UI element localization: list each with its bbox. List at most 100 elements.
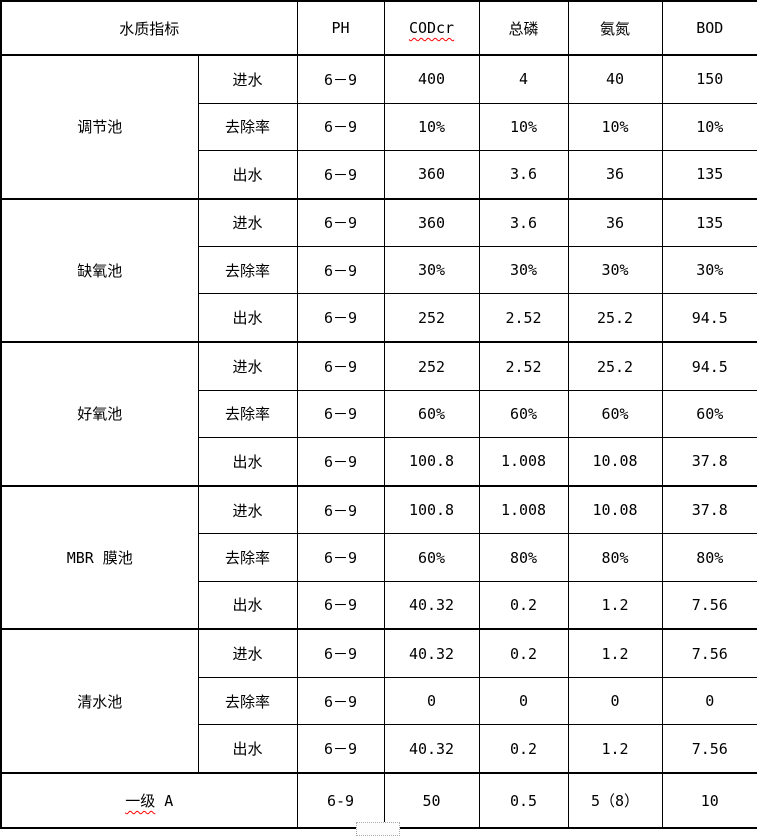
value-cell[interactable]: 6－9 <box>296 149 385 200</box>
value-cell[interactable]: 7.56 <box>661 628 757 679</box>
value-cell[interactable]: 10 <box>661 772 757 829</box>
value-cell[interactable]: 50 <box>383 772 480 829</box>
value-cell[interactable]: 6－9 <box>296 533 385 582</box>
value-cell[interactable]: 6－9 <box>296 341 385 391</box>
value-cell[interactable]: 36 <box>567 197 663 248</box>
standard-level-cell[interactable]: 一级 A <box>0 772 298 829</box>
value-cell[interactable]: 6－9 <box>296 389 385 439</box>
value-cell[interactable]: 6－9 <box>296 484 385 535</box>
stage-cell[interactable]: 去除率 <box>197 533 298 582</box>
pool-name-cell[interactable]: MBR 膜池 <box>0 484 199 630</box>
value-cell[interactable]: 40.32 <box>383 628 480 679</box>
value-cell[interactable]: 37.8 <box>661 484 757 535</box>
value-cell[interactable]: 7.56 <box>661 580 757 630</box>
stage-cell[interactable]: 去除率 <box>197 246 298 295</box>
value-cell[interactable]: 6－9 <box>296 246 385 295</box>
value-cell[interactable]: 135 <box>661 197 757 248</box>
stage-cell[interactable]: 出水 <box>197 580 298 630</box>
header-col-bod[interactable]: BOD <box>661 0 757 56</box>
stage-cell[interactable]: 进水 <box>197 484 298 535</box>
stage-cell[interactable]: 出水 <box>197 293 298 343</box>
value-cell[interactable]: 1.008 <box>478 484 569 535</box>
header-indicator-cell[interactable]: 水质指标 <box>0 0 298 56</box>
value-cell[interactable]: 30% <box>661 246 757 295</box>
pool-name-cell[interactable]: 调节池 <box>0 54 199 200</box>
value-cell[interactable]: 25.2 <box>567 341 663 391</box>
value-cell[interactable]: 0 <box>661 677 757 726</box>
pool-name-cell[interactable]: 缺氧池 <box>0 197 199 343</box>
stage-cell[interactable]: 进水 <box>197 628 298 679</box>
header-col-ammonia-nitrogen[interactable]: 氨氮 <box>567 0 663 56</box>
value-cell[interactable]: 40.32 <box>383 580 480 630</box>
value-cell[interactable]: 30% <box>383 246 480 295</box>
value-cell[interactable]: 6－9 <box>296 293 385 343</box>
value-cell[interactable]: 10% <box>661 102 757 151</box>
value-cell[interactable]: 10.08 <box>567 484 663 535</box>
value-cell[interactable]: 3.6 <box>478 149 569 200</box>
value-cell[interactable]: 0 <box>567 677 663 726</box>
stage-cell[interactable]: 去除率 <box>197 102 298 151</box>
value-cell[interactable]: 360 <box>383 197 480 248</box>
value-cell[interactable]: 1.2 <box>567 628 663 679</box>
stage-cell[interactable]: 进水 <box>197 53 298 104</box>
value-cell[interactable]: 2.52 <box>478 293 569 343</box>
value-cell[interactable]: 1.2 <box>567 580 663 630</box>
value-cell[interactable]: 3.6 <box>478 197 569 248</box>
value-cell[interactable]: 2.52 <box>478 341 569 391</box>
value-cell[interactable]: 6－9 <box>296 102 385 151</box>
value-cell[interactable]: 10% <box>567 102 663 151</box>
value-cell[interactable]: 94.5 <box>661 341 757 391</box>
value-cell[interactable]: 6－9 <box>296 580 385 630</box>
stage-cell[interactable]: 进水 <box>197 341 298 391</box>
value-cell[interactable]: 6－9 <box>296 197 385 248</box>
value-cell[interactable]: 80% <box>478 533 569 582</box>
stage-cell[interactable]: 出水 <box>197 437 298 487</box>
value-cell[interactable]: 25.2 <box>567 293 663 343</box>
value-cell[interactable]: 252 <box>383 341 480 391</box>
value-cell[interactable]: 60% <box>567 389 663 439</box>
value-cell[interactable]: 37.8 <box>661 437 757 487</box>
value-cell[interactable]: 80% <box>567 533 663 582</box>
value-cell[interactable]: 40.32 <box>383 724 480 774</box>
stage-cell[interactable]: 去除率 <box>197 389 298 439</box>
value-cell[interactable]: 150 <box>661 53 757 104</box>
value-cell[interactable]: 0.2 <box>478 724 569 774</box>
value-cell[interactable]: 0.2 <box>478 628 569 679</box>
pool-name-cell[interactable]: 好氧池 <box>0 341 199 487</box>
value-cell[interactable]: 6－9 <box>296 437 385 487</box>
value-cell[interactable]: 10% <box>478 102 569 151</box>
value-cell[interactable]: 0.5 <box>478 772 569 829</box>
value-cell[interactable]: 0 <box>383 677 480 726</box>
value-cell[interactable]: 40 <box>567 53 663 104</box>
pool-name-cell[interactable]: 清水池 <box>0 628 199 774</box>
value-cell[interactable]: 10.08 <box>567 437 663 487</box>
header-col-total-phosphorus[interactable]: 总磷 <box>478 0 569 56</box>
value-cell[interactable]: 6－9 <box>296 53 385 104</box>
value-cell[interactable]: 135 <box>661 149 757 200</box>
value-cell[interactable]: 60% <box>383 533 480 582</box>
value-cell[interactable]: 80% <box>661 533 757 582</box>
value-cell[interactable]: 6－9 <box>296 724 385 774</box>
value-cell[interactable]: 4 <box>478 53 569 104</box>
value-cell[interactable]: 10% <box>383 102 480 151</box>
value-cell[interactable]: 60% <box>478 389 569 439</box>
value-cell[interactable]: 94.5 <box>661 293 757 343</box>
header-col-ph[interactable]: PH <box>296 0 385 56</box>
value-cell[interactable]: 7.56 <box>661 724 757 774</box>
value-cell[interactable]: 1.2 <box>567 724 663 774</box>
value-cell[interactable]: 60% <box>661 389 757 439</box>
value-cell[interactable]: 0.2 <box>478 580 569 630</box>
value-cell[interactable]: 100.8 <box>383 484 480 535</box>
value-cell[interactable]: 5（8） <box>567 772 663 829</box>
value-cell[interactable]: 30% <box>567 246 663 295</box>
value-cell[interactable]: 30% <box>478 246 569 295</box>
value-cell[interactable]: 6－9 <box>296 677 385 726</box>
value-cell[interactable]: 1.008 <box>478 437 569 487</box>
value-cell[interactable]: 400 <box>383 53 480 104</box>
stage-cell[interactable]: 出水 <box>197 724 298 774</box>
value-cell[interactable]: 100.8 <box>383 437 480 487</box>
stage-cell[interactable]: 出水 <box>197 149 298 200</box>
stage-cell[interactable]: 去除率 <box>197 677 298 726</box>
value-cell[interactable]: 360 <box>383 149 480 200</box>
value-cell[interactable]: 60% <box>383 389 480 439</box>
